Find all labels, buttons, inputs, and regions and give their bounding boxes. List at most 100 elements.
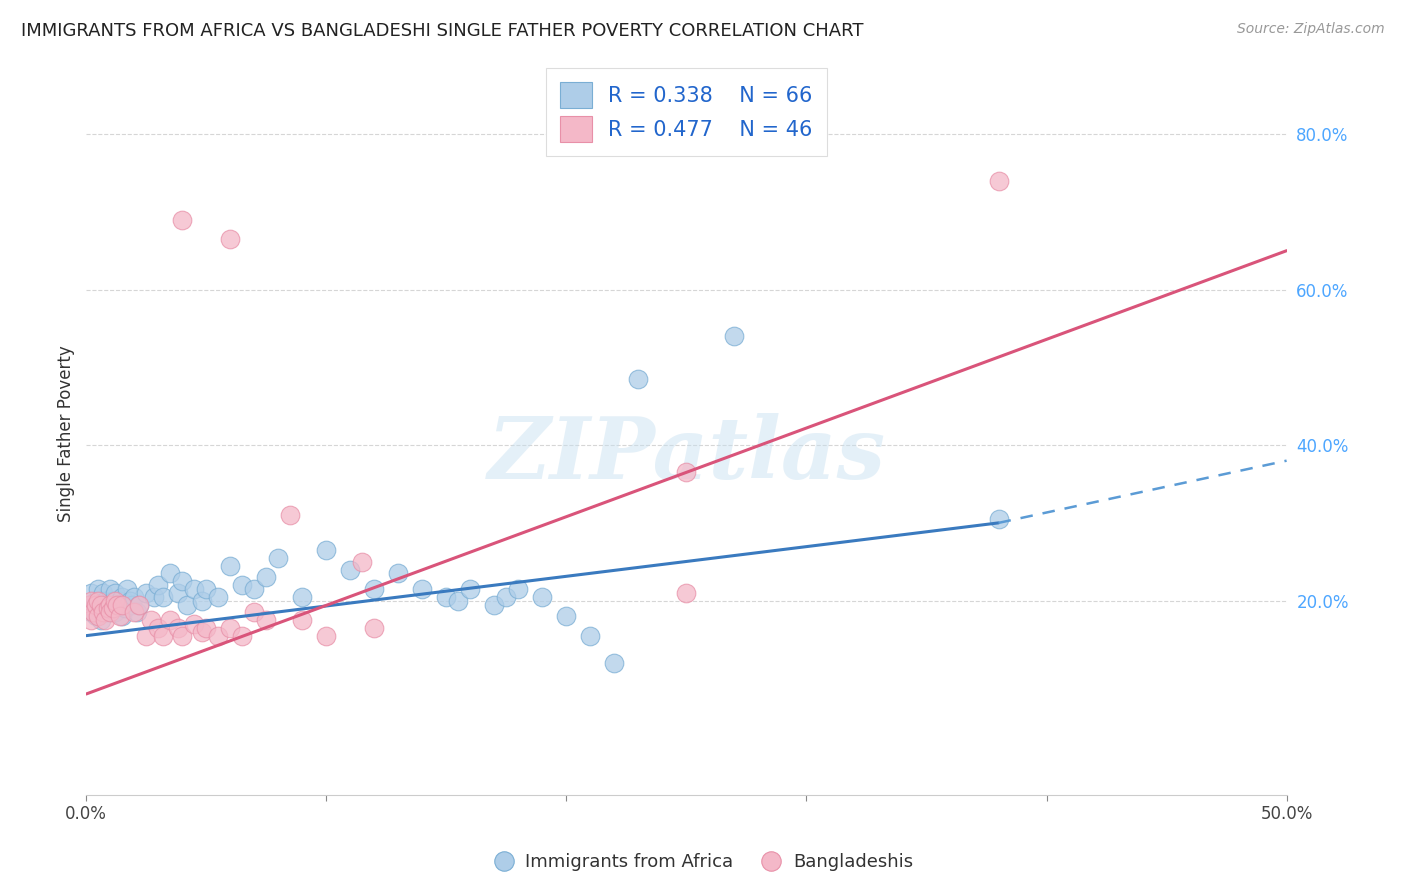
Point [91, 586, 114, 600]
Point [172, 574, 194, 589]
Point [254, 613, 277, 627]
Point [111, 609, 134, 624]
Point [94, 605, 117, 619]
Point [84, 593, 107, 607]
Point [135, 586, 157, 600]
Point [87, 601, 110, 615]
Point [207, 629, 229, 643]
Point [104, 586, 127, 600]
Point [291, 590, 314, 604]
Point [98, 598, 121, 612]
Point [135, 629, 157, 643]
Point [90, 593, 112, 607]
Point [495, 590, 517, 604]
Point [723, 329, 745, 343]
Point [111, 590, 134, 604]
Point [98, 605, 121, 619]
Point [108, 609, 131, 624]
Point [77, 598, 100, 612]
Point [987, 174, 1010, 188]
Point [484, 598, 506, 612]
Point [107, 598, 129, 612]
Point [80, 593, 103, 607]
Point [166, 586, 188, 600]
Point [579, 629, 602, 643]
Point [128, 598, 150, 612]
Point [363, 621, 385, 635]
Point [97, 598, 120, 612]
Point [183, 617, 205, 632]
Point [460, 582, 482, 596]
Point [183, 582, 205, 596]
Point [148, 578, 170, 592]
Point [84, 598, 107, 612]
Point [176, 598, 198, 612]
Point [190, 593, 212, 607]
Point [172, 212, 194, 227]
Point [531, 590, 554, 604]
Point [280, 508, 302, 522]
Legend: Immigrants from Africa, Bangladeshis: Immigrants from Africa, Bangladeshis [485, 847, 921, 879]
Point [107, 598, 129, 612]
Point [114, 601, 136, 615]
Point [101, 593, 124, 607]
Point [195, 621, 218, 635]
Point [101, 601, 124, 615]
Point [125, 605, 148, 619]
Point [207, 590, 229, 604]
Point [111, 598, 134, 612]
Point [159, 566, 181, 581]
Point [190, 624, 212, 639]
Legend: R = 0.338    N = 66, R = 0.477    N = 46: R = 0.338 N = 66, R = 0.477 N = 46 [546, 68, 827, 156]
Point [352, 555, 374, 569]
Point [219, 558, 242, 573]
Point [219, 232, 242, 246]
Point [84, 609, 107, 624]
Point [159, 613, 181, 627]
Point [90, 598, 112, 612]
Point [87, 609, 110, 624]
Point [508, 582, 530, 596]
Point [243, 605, 266, 619]
Point [80, 613, 103, 627]
Point [172, 629, 194, 643]
Point [91, 598, 114, 612]
Point [148, 621, 170, 635]
Point [152, 590, 174, 604]
Point [139, 613, 162, 627]
Point [142, 590, 165, 604]
Point [91, 605, 114, 619]
Point [121, 598, 143, 612]
Point [987, 512, 1010, 526]
Point [82, 605, 104, 619]
Point [108, 593, 131, 607]
Point [675, 586, 697, 600]
Point [254, 570, 277, 584]
Point [434, 590, 457, 604]
Point [675, 466, 697, 480]
Point [82, 601, 104, 615]
Point [231, 578, 253, 592]
Point [627, 372, 650, 386]
Y-axis label: Single Father Poverty: Single Father Poverty [58, 345, 75, 522]
Point [80, 586, 103, 600]
Point [243, 582, 266, 596]
Point [104, 605, 127, 619]
Point [363, 582, 385, 596]
Point [77, 598, 100, 612]
Point [219, 621, 242, 635]
Point [124, 605, 146, 619]
Text: Source: ZipAtlas.com: Source: ZipAtlas.com [1237, 22, 1385, 37]
Point [267, 550, 290, 565]
Point [231, 629, 253, 643]
Point [315, 543, 337, 558]
Point [115, 582, 138, 596]
Point [447, 593, 470, 607]
Point [90, 613, 112, 627]
Text: IMMIGRANTS FROM AFRICA VS BANGLADESHI SINGLE FATHER POVERTY CORRELATION CHART: IMMIGRANTS FROM AFRICA VS BANGLADESHI SI… [21, 22, 863, 40]
Point [387, 566, 409, 581]
Point [128, 598, 150, 612]
Point [104, 593, 127, 607]
Point [124, 590, 146, 604]
Point [118, 593, 141, 607]
